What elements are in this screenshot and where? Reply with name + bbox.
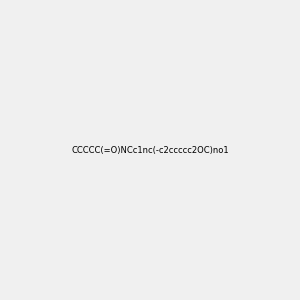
Text: CCCCC(=O)NCc1nc(-c2ccccc2OC)no1: CCCCC(=O)NCc1nc(-c2ccccc2OC)no1 xyxy=(71,146,229,154)
